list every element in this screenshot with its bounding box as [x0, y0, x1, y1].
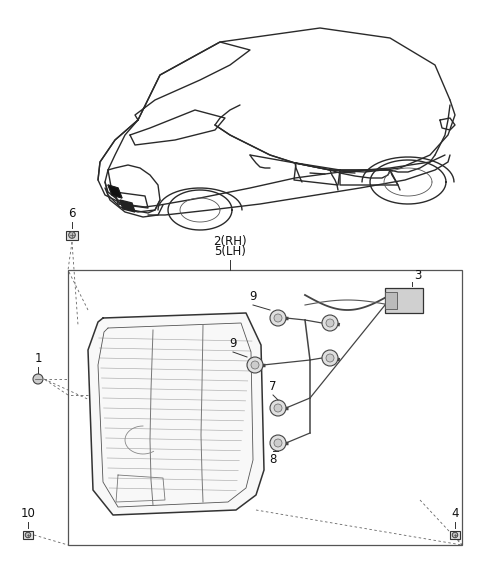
Bar — [66, 231, 78, 239]
Text: 3: 3 — [414, 269, 422, 282]
Circle shape — [33, 374, 43, 384]
Circle shape — [322, 315, 338, 331]
Circle shape — [326, 319, 334, 327]
Circle shape — [270, 435, 286, 451]
Text: 1: 1 — [34, 352, 42, 365]
Text: 4: 4 — [451, 507, 459, 520]
Bar — [450, 531, 460, 539]
Circle shape — [274, 314, 282, 322]
Circle shape — [322, 350, 338, 366]
Text: 2(RH): 2(RH) — [213, 235, 247, 248]
Text: 7: 7 — [269, 380, 277, 393]
Circle shape — [247, 357, 263, 373]
Circle shape — [25, 532, 31, 538]
Circle shape — [452, 532, 458, 538]
Polygon shape — [88, 313, 264, 515]
Circle shape — [251, 361, 259, 369]
Circle shape — [326, 354, 334, 362]
Bar — [23, 531, 33, 539]
Bar — [68, 270, 462, 545]
Text: 10: 10 — [21, 507, 36, 520]
Text: 5(LH): 5(LH) — [214, 245, 246, 258]
Circle shape — [69, 232, 75, 238]
Polygon shape — [120, 200, 135, 212]
Bar — [385, 288, 423, 313]
Circle shape — [270, 400, 286, 416]
Text: 6: 6 — [68, 207, 76, 220]
Text: 8: 8 — [269, 453, 276, 466]
Circle shape — [274, 404, 282, 412]
Polygon shape — [108, 185, 122, 198]
Text: 9: 9 — [229, 337, 237, 350]
Circle shape — [274, 439, 282, 447]
Text: 9: 9 — [249, 290, 257, 303]
Bar — [385, 292, 397, 309]
Circle shape — [270, 310, 286, 326]
